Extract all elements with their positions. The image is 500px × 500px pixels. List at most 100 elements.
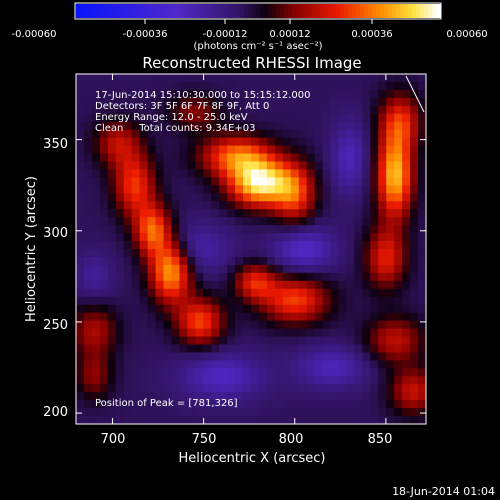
heatmap-cell xyxy=(362,288,371,298)
heatmap-cell xyxy=(282,272,292,282)
heatmap-cell xyxy=(362,256,371,266)
heatmap-cell xyxy=(402,113,411,123)
heatmap-cell xyxy=(171,241,180,250)
heatmap-cell xyxy=(402,376,411,385)
heatmap-cell xyxy=(370,320,379,330)
heatmap-cell xyxy=(219,241,228,250)
heatmap-cell xyxy=(147,328,157,337)
heatmap-cell xyxy=(235,264,244,274)
heatmap-cell xyxy=(147,264,157,274)
heatmap-cell xyxy=(378,384,387,393)
heatmap-cell xyxy=(99,153,109,162)
heatmap-cell xyxy=(131,233,141,242)
colorbar-tick-label: -0.00036 xyxy=(123,29,168,40)
heatmap-cell xyxy=(139,225,149,234)
heatmap-cell xyxy=(274,241,284,250)
heatmap-cell xyxy=(99,201,109,210)
heatmap-cell xyxy=(195,129,204,139)
heatmap-cell xyxy=(187,185,196,194)
heatmap-cell xyxy=(243,384,252,393)
heatmap-cell xyxy=(163,81,172,91)
heatmap-cell xyxy=(227,264,236,274)
heatmap-cell xyxy=(219,177,228,186)
heatmap-cell xyxy=(227,400,236,409)
heatmap-cell xyxy=(83,193,93,202)
heatmap-cell xyxy=(131,288,141,298)
heatmap-cell xyxy=(410,193,419,202)
heatmap-cell xyxy=(76,81,85,91)
heatmap-cell xyxy=(131,105,141,115)
heatmap-cell xyxy=(402,272,411,282)
heatmap-cell xyxy=(99,233,109,242)
heatmap-cell xyxy=(282,153,292,162)
heatmap-cell xyxy=(402,105,411,115)
heatmap-cell xyxy=(298,217,308,226)
heatmap-cell xyxy=(76,153,85,162)
heatmap-cell xyxy=(418,288,427,298)
heatmap-cell xyxy=(266,328,276,337)
heatmap-cell xyxy=(298,312,308,322)
heatmap-cell xyxy=(211,336,220,345)
heatmap-cell xyxy=(386,408,395,417)
heatmap-cell xyxy=(179,233,188,242)
heatmap-cell xyxy=(282,344,292,353)
heatmap-cell xyxy=(195,169,204,178)
heatmap-cell xyxy=(282,113,292,123)
heatmap-cell xyxy=(203,97,212,107)
heatmap-cell xyxy=(330,233,339,242)
heatmap-cell xyxy=(394,113,403,123)
heatmap-cell xyxy=(179,376,188,385)
heatmap-cell xyxy=(219,336,228,345)
heatmap-cell xyxy=(147,201,157,210)
heatmap-cell xyxy=(314,256,324,266)
heatmap-cell xyxy=(163,328,172,337)
heatmap-cell xyxy=(179,352,188,361)
heatmap-cell xyxy=(171,225,180,234)
heatmap-cell xyxy=(91,352,101,361)
colorbar-cell xyxy=(144,4,149,18)
heatmap-cell xyxy=(99,408,109,417)
heatmap-cell xyxy=(91,105,101,115)
heatmap-cell xyxy=(187,264,196,274)
heatmap-cell xyxy=(386,288,395,298)
heatmap-cell xyxy=(251,328,260,337)
heatmap-cell xyxy=(418,153,427,162)
heatmap-cell xyxy=(99,225,109,234)
heatmap-cell xyxy=(274,153,284,162)
heatmap-cell xyxy=(282,121,292,131)
heatmap-cell xyxy=(402,400,411,409)
colorbar-cell xyxy=(348,4,353,18)
colorbar-cell xyxy=(288,4,293,18)
heatmap-cell xyxy=(338,376,347,385)
heatmap-cell xyxy=(227,74,236,83)
heatmap-cell xyxy=(235,129,244,139)
heatmap-cell xyxy=(354,97,363,107)
heatmap-cell xyxy=(211,233,220,242)
heatmap-cell xyxy=(219,81,228,91)
heatmap-cell xyxy=(258,217,268,226)
heatmap-cell xyxy=(306,400,316,409)
heatmap-cell xyxy=(76,304,85,314)
heatmap-cell xyxy=(131,416,141,425)
heatmap-cell xyxy=(99,328,109,337)
heatmap-cell xyxy=(195,336,204,345)
heatmap-cell xyxy=(83,256,93,266)
heatmap-cell xyxy=(378,169,387,178)
heatmap-cell xyxy=(123,288,133,298)
heatmap-cell xyxy=(282,177,292,186)
heatmap-cell xyxy=(211,185,220,194)
heatmap-cell xyxy=(83,233,93,242)
colorbar-cell xyxy=(80,4,85,18)
heatmap-cell xyxy=(298,137,308,147)
heatmap-cell xyxy=(187,272,196,282)
heatmap-cell xyxy=(306,352,316,361)
heatmap-cell xyxy=(346,137,355,147)
heatmap-cell xyxy=(235,97,244,107)
heatmap-cell xyxy=(418,233,427,242)
heatmap-cell xyxy=(227,185,236,194)
heatmap-cell xyxy=(282,89,292,99)
heatmap-cell xyxy=(378,376,387,385)
heatmap-cell xyxy=(235,256,244,266)
heatmap-cell xyxy=(91,81,101,91)
heatmap-cell xyxy=(386,137,395,147)
